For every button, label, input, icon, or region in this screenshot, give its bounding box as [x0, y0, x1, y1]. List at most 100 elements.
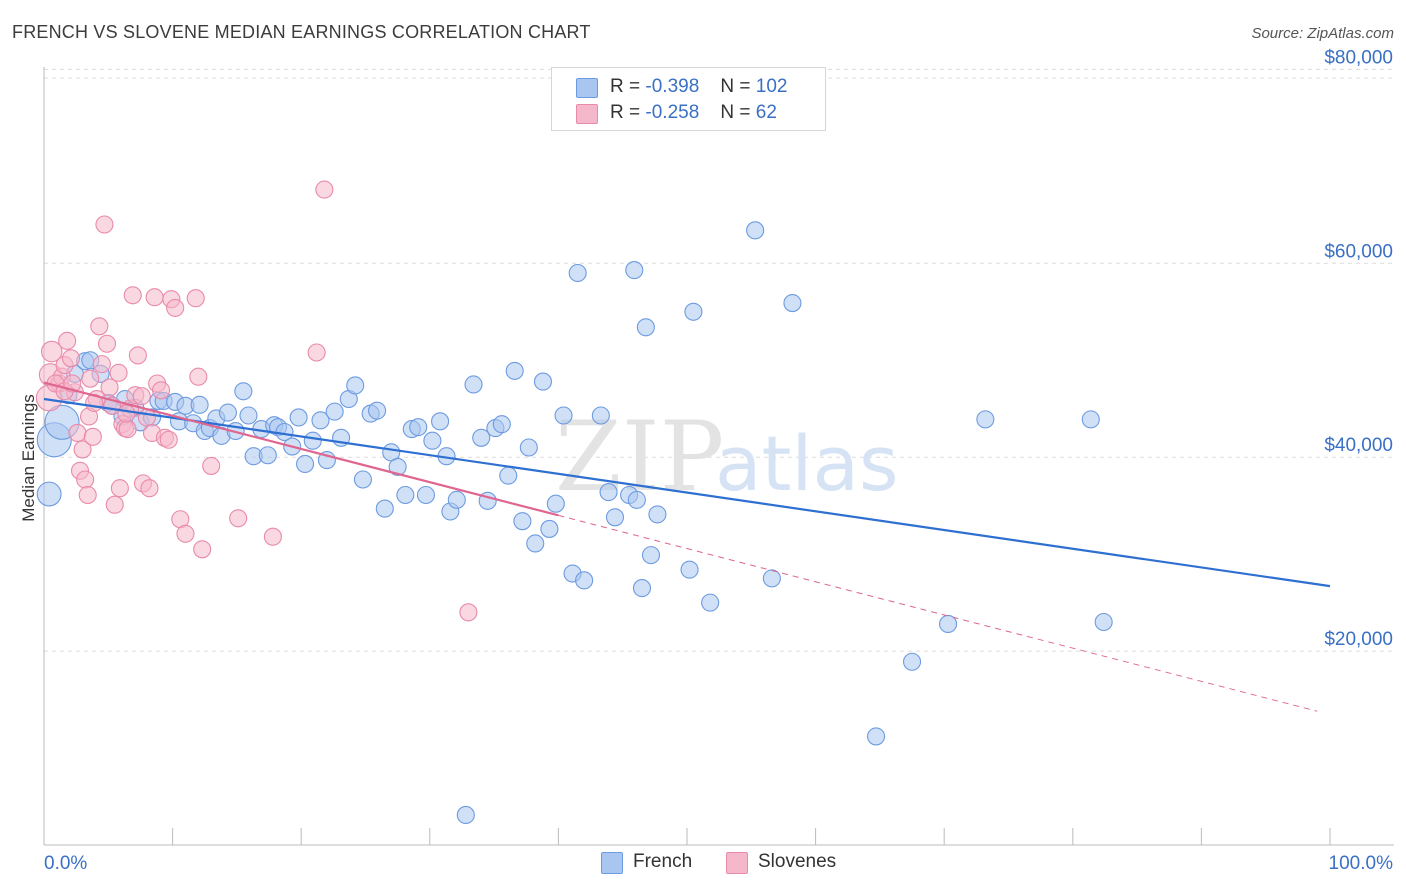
french-point	[409, 418, 428, 437]
slovene-point	[202, 456, 221, 475]
french-points	[36, 221, 1113, 824]
french-point	[540, 519, 559, 538]
r-value-slovenes: -0.258	[645, 102, 700, 123]
french-point	[701, 593, 720, 612]
trend-lines	[43, 381, 1331, 712]
french-point	[554, 406, 573, 425]
french-point	[575, 571, 594, 590]
french-point	[632, 579, 652, 598]
french-point	[353, 470, 372, 489]
slovene-point	[83, 427, 102, 446]
french-point	[346, 376, 365, 395]
chart-title: FRENCH VS SLOVENE MEDIAN EARNINGS CORREL…	[12, 22, 591, 42]
n-label: N =	[720, 76, 751, 97]
french-point	[568, 263, 587, 283]
slovene-point	[176, 524, 195, 543]
tick-labels: $20,000 $40,000 $60,000 $80,000 0.0% 100.0%	[44, 47, 1393, 874]
r-label: R =	[610, 76, 641, 97]
french-point	[311, 411, 330, 430]
french-point	[492, 415, 511, 434]
slovene-point	[68, 423, 87, 443]
french-point	[303, 431, 322, 450]
slovene-point	[118, 420, 137, 439]
legend-label-french: French	[633, 851, 693, 872]
slovene-point	[132, 387, 151, 406]
french-swatch	[576, 78, 598, 98]
slovene-point	[117, 404, 136, 423]
correlation-legend: R = -0.398 N = 102 R = -0.258 N = 62	[551, 67, 826, 131]
slovene-point	[105, 495, 124, 514]
slovene-point	[76, 470, 95, 489]
x-tick-label: 0.0%	[44, 853, 87, 874]
slovene-point	[92, 355, 111, 374]
y-axis-label: Median Earnings	[19, 394, 38, 522]
slovene-point	[159, 430, 178, 449]
french-point	[680, 560, 699, 579]
slovene-point	[145, 288, 164, 307]
slovene-point	[61, 349, 81, 368]
axes	[43, 67, 1394, 846]
french-point	[423, 431, 442, 450]
french-point	[684, 302, 703, 321]
french-point	[234, 382, 253, 401]
french-point	[746, 221, 765, 240]
french-point	[513, 512, 532, 531]
y-tick-label: $40,000	[1324, 435, 1393, 456]
slovene-point	[58, 331, 77, 350]
french-point	[499, 466, 518, 485]
source-note: Source: ZipAtlas.com	[1251, 25, 1394, 42]
french-point	[190, 395, 209, 414]
watermark-atlas: atlas	[715, 419, 899, 508]
slovene-point	[90, 317, 109, 336]
french-point	[762, 569, 781, 588]
french-point	[519, 438, 538, 457]
slovene-point	[81, 369, 100, 388]
french-point	[472, 428, 491, 447]
slovene-point	[186, 289, 205, 308]
slovene-point	[166, 298, 185, 317]
r-value-french: -0.398	[645, 76, 700, 97]
y-tick-label: $80,000	[1324, 47, 1393, 68]
slovene-point	[140, 479, 159, 498]
french-point	[1094, 612, 1113, 632]
french-point	[431, 412, 450, 431]
french-point	[325, 402, 344, 421]
slovene-point	[123, 286, 142, 305]
slovene-points	[35, 180, 478, 622]
slovene-point	[151, 381, 171, 400]
french-point	[396, 485, 415, 505]
slovene-swatch	[726, 852, 748, 874]
french-point	[289, 408, 308, 427]
slovene-point	[193, 540, 212, 559]
grid-lines	[44, 68, 1394, 652]
french-point	[258, 446, 277, 465]
french-point	[375, 499, 394, 518]
french-point	[36, 481, 62, 507]
slovene-point	[109, 363, 128, 382]
x-tick-label: 100.0%	[1329, 853, 1394, 874]
slovene-point	[97, 334, 117, 353]
french-point	[368, 401, 387, 420]
slovene-point	[263, 527, 282, 546]
slovene-trend-line	[43, 381, 559, 517]
slovene-point	[78, 485, 97, 505]
french-point	[239, 406, 258, 425]
french-point	[464, 375, 483, 394]
french-point	[783, 293, 802, 313]
french-point	[447, 490, 466, 509]
french-point	[416, 485, 435, 505]
french-point	[627, 490, 646, 509]
y-tick-label: $20,000	[1324, 629, 1393, 650]
french-point	[902, 652, 922, 671]
french-point	[546, 494, 565, 513]
french-point	[1081, 410, 1100, 429]
slovene-point	[229, 509, 248, 528]
slovene-point	[307, 343, 326, 362]
french-point	[599, 483, 618, 502]
french-point	[218, 403, 237, 422]
slovene-point	[110, 479, 129, 498]
slovene-point	[100, 378, 119, 397]
r-label: R =	[610, 102, 641, 123]
n-value-french: 102	[755, 76, 788, 97]
slovene-trend-extension	[558, 514, 1318, 712]
